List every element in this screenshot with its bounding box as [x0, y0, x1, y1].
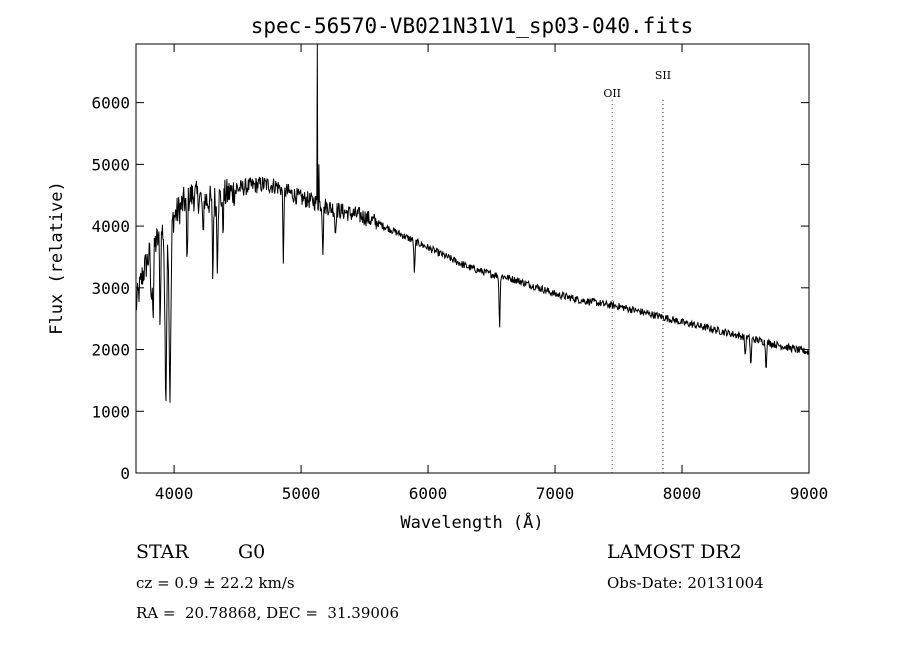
y-tick-label: 6000 [91, 94, 130, 113]
reference-line-label: SII [655, 69, 671, 82]
x-tick-label: 7000 [536, 484, 575, 503]
subclass: G0 [238, 541, 266, 563]
reference-line-label: OII [603, 87, 621, 100]
plot-frame [135, 43, 810, 474]
y-tick-label: 5000 [91, 155, 130, 174]
x-tick-label: 8000 [663, 484, 702, 503]
y-tick-label: 4000 [91, 217, 130, 236]
x-axis-label: Wavelength (Å) [400, 511, 543, 533]
y-axis: 0 1000 2000 3000 4000 5000 6000 [91, 94, 809, 483]
reference-lines: OII SII [603, 69, 671, 473]
y-tick-label: 1000 [91, 402, 130, 421]
y-axis-label: Flux (relative) [47, 181, 67, 335]
chart-title: spec-56570-VB021N31V1_sp03-040.fits [251, 14, 694, 38]
x-tick-label: 6000 [409, 484, 448, 503]
redshift-text: cz = 0.9 ± 22.2 km/s [136, 574, 295, 592]
x-tick-label: 5000 [282, 484, 321, 503]
object-class: STAR [136, 541, 189, 563]
obs-date: Obs-Date: 20131004 [607, 574, 764, 592]
y-tick-label: 3000 [91, 279, 130, 298]
x-tick-label: 9000 [790, 484, 829, 503]
coordinates: RA = 20.78868, DEC = 31.39006 [136, 604, 400, 622]
y-tick-label: 0 [120, 464, 130, 483]
x-axis: 4000 5000 6000 7000 8000 9000 [155, 44, 828, 503]
spectrum-line [135, 43, 810, 403]
y-tick-label: 2000 [91, 341, 130, 360]
survey-name: LAMOST DR2 [607, 541, 742, 563]
x-tick-label: 4000 [155, 484, 194, 503]
